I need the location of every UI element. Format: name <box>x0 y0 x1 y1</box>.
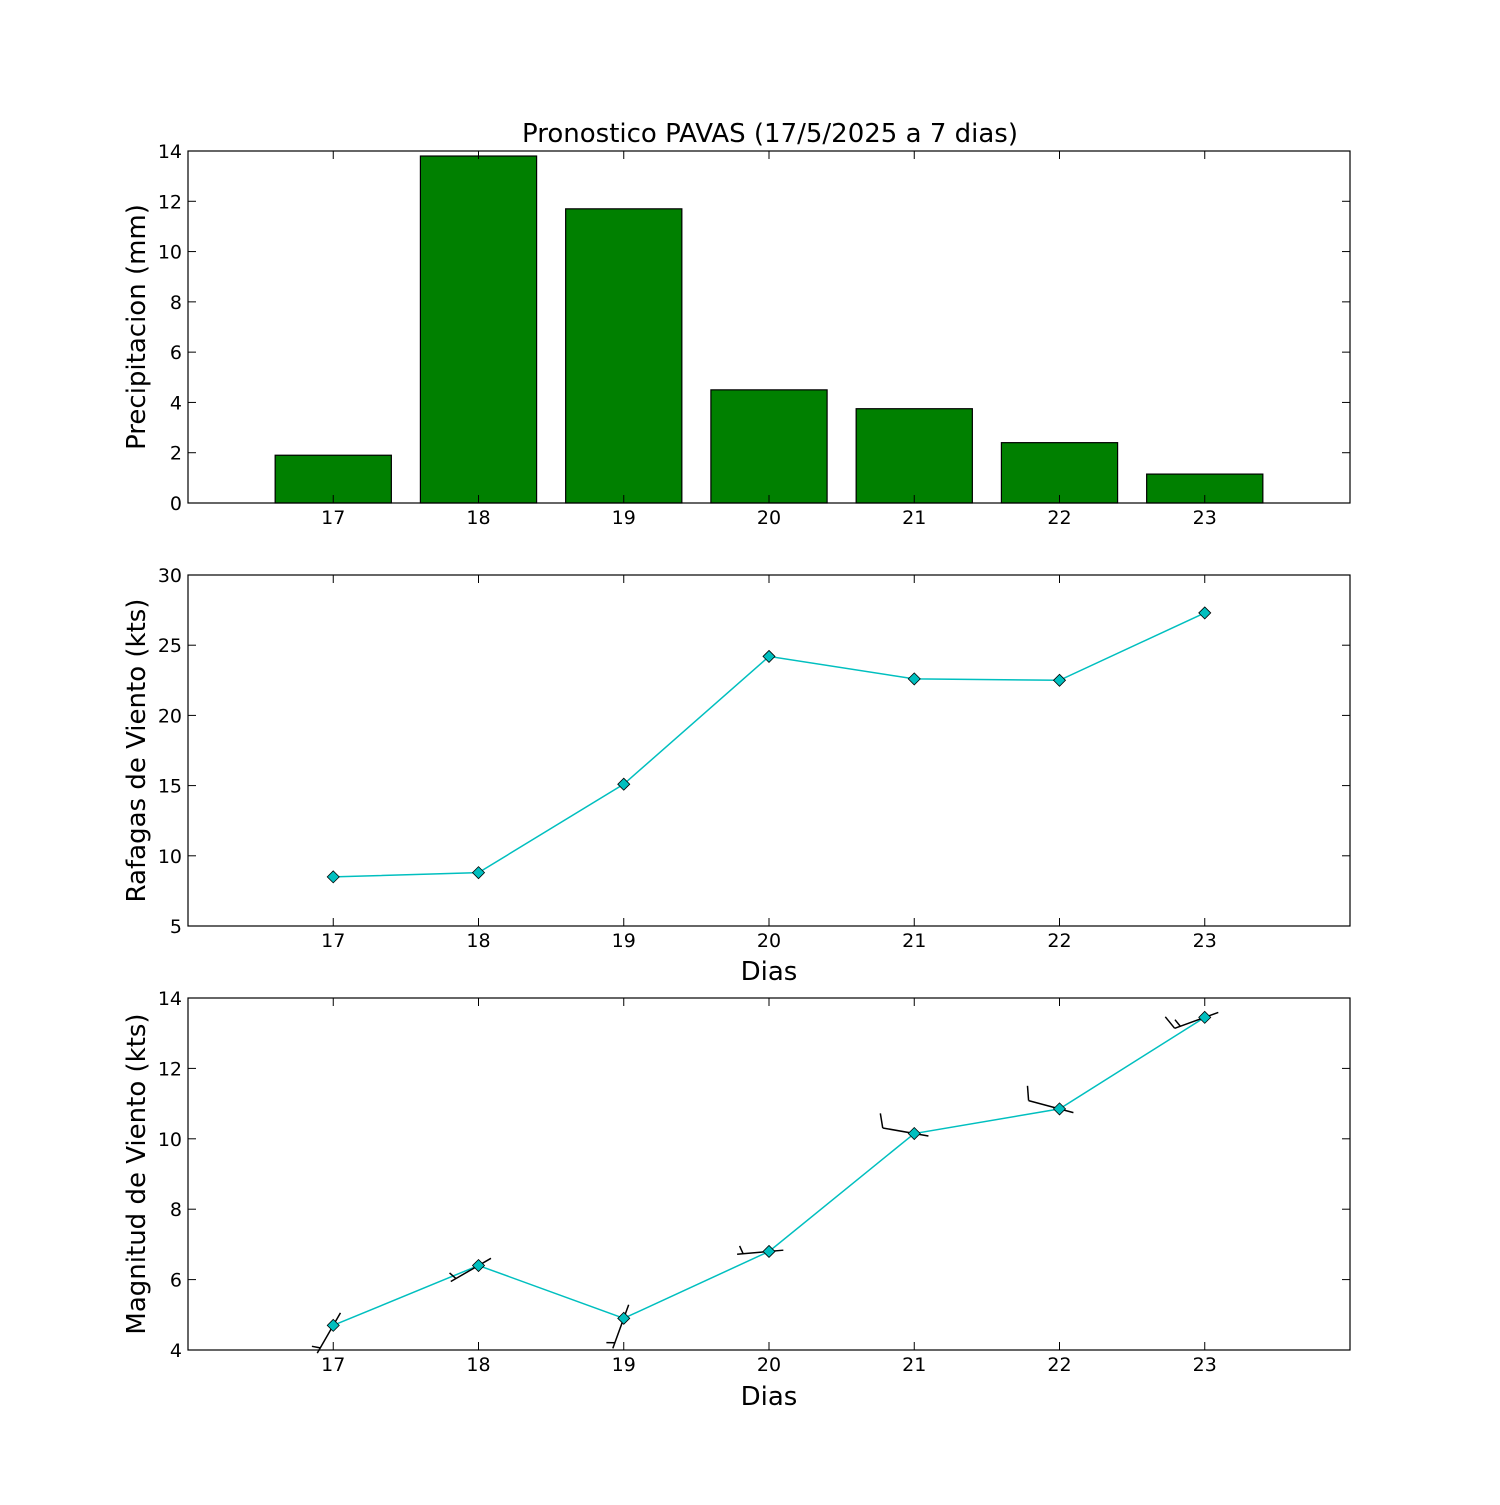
x-tick-label: 21 <box>902 930 926 952</box>
x-tick-label: 21 <box>902 507 926 529</box>
x-axis-label: Dias <box>741 1382 798 1412</box>
y-tick-label: 6 <box>170 342 182 364</box>
x-tick-label: 17 <box>321 930 345 952</box>
wind-barb-staff <box>451 1258 491 1281</box>
y-tick-label: 14 <box>158 141 182 163</box>
wind-barb-staff <box>317 1313 340 1353</box>
y-tick-label: 4 <box>170 392 182 414</box>
x-tick-label: 18 <box>466 1354 490 1376</box>
y-tick-label: 12 <box>158 1058 182 1080</box>
y-tick-label: 0 <box>170 493 182 515</box>
chart-panel-2: 5 10 15 20 25 30 17 18 19 20 21 22 23 Rafagas de Vien… <box>122 565 1350 987</box>
y-tick-label: 8 <box>170 292 182 314</box>
precip-bar-19 <box>566 209 682 503</box>
x-axis-label: Dias <box>741 957 798 987</box>
axes-frame <box>188 998 1350 1350</box>
data-point-18 <box>473 1260 485 1272</box>
wind-barb-flag <box>1027 1086 1028 1101</box>
y-axis-label: Precipitacion (mm) <box>122 204 152 450</box>
precip-bar-18 <box>420 156 536 503</box>
x-tick-label: 20 <box>757 1354 781 1376</box>
y-axis-label: Magnitud de Viento (kts) <box>122 1013 152 1334</box>
x-tick-label: 22 <box>1047 1354 1071 1376</box>
data-point-21 <box>908 673 920 685</box>
chart-panel-3: 4 6 8 10 12 14 17 18 19 20 21 22 23 Magnitud de Vient… <box>122 988 1350 1412</box>
y-tick-label: 8 <box>170 1199 182 1221</box>
x-tick-label: 17 <box>321 1354 345 1376</box>
wind-barb-flag <box>880 1113 882 1128</box>
y-tick-label: 14 <box>158 988 182 1010</box>
chart-panel-1: 0 2 4 6 8 10 12 14 17 18 19 20 21 22 23 Precipitacion (… <box>122 141 1350 529</box>
x-tick-label: 20 <box>757 930 781 952</box>
data-point-22 <box>1054 674 1066 686</box>
data-point-22 <box>1054 1103 1066 1115</box>
y-tick-label: 10 <box>158 846 182 868</box>
x-tick-label: 18 <box>466 507 490 529</box>
y-tick-label: 6 <box>170 1270 182 1292</box>
data-point-23 <box>1199 607 1211 619</box>
x-tick-label: 19 <box>612 507 636 529</box>
y-axis-label: Rafagas de Viento (kts) <box>122 599 152 903</box>
data-point-17 <box>327 871 339 883</box>
wind-barb-staff <box>1175 1012 1219 1028</box>
x-tick-label: 19 <box>612 1354 636 1376</box>
x-tick-label: 22 <box>1047 507 1071 529</box>
y-tick-label: 25 <box>158 635 182 657</box>
wind-barb-flag <box>312 1346 320 1348</box>
x-tick-label: 18 <box>466 930 490 952</box>
wind-barb-flag <box>740 1246 743 1254</box>
y-tick-label: 2 <box>170 443 182 465</box>
chart-title: Pronostico PAVAS (17/5/2025 a 7 dias) <box>522 119 1018 149</box>
precip-bar-22 <box>1001 443 1117 503</box>
precip-bar-21 <box>856 409 972 503</box>
x-tick-label: 21 <box>902 1354 926 1376</box>
y-tick-label: 5 <box>170 916 182 938</box>
y-tick-label: 15 <box>158 776 182 798</box>
precip-bar-20 <box>711 390 827 503</box>
x-tick-label: 23 <box>1193 930 1217 952</box>
x-tick-label: 20 <box>757 507 781 529</box>
wind-barb-staff <box>613 1305 629 1349</box>
series-line <box>333 1017 1205 1325</box>
x-tick-label: 19 <box>612 930 636 952</box>
y-tick-label: 12 <box>158 191 182 213</box>
data-point-23 <box>1199 1011 1211 1023</box>
wind-barb-staff <box>737 1250 783 1254</box>
data-point-19 <box>618 1312 630 1324</box>
y-tick-label: 10 <box>158 242 182 264</box>
x-tick-label: 23 <box>1193 1354 1217 1376</box>
y-tick-label: 30 <box>158 565 182 587</box>
data-point-17 <box>327 1319 339 1331</box>
y-tick-label: 4 <box>170 1340 182 1362</box>
x-tick-label: 17 <box>321 507 345 529</box>
x-tick-label: 22 <box>1047 930 1071 952</box>
y-tick-label: 20 <box>158 705 182 727</box>
x-tick-label: 23 <box>1193 507 1217 529</box>
wind-barb-flag <box>1165 1017 1174 1028</box>
axes-frame <box>188 575 1350 926</box>
data-point-18 <box>473 867 485 879</box>
wind-barb-flag <box>1175 1020 1180 1027</box>
y-tick-label: 10 <box>158 1129 182 1151</box>
